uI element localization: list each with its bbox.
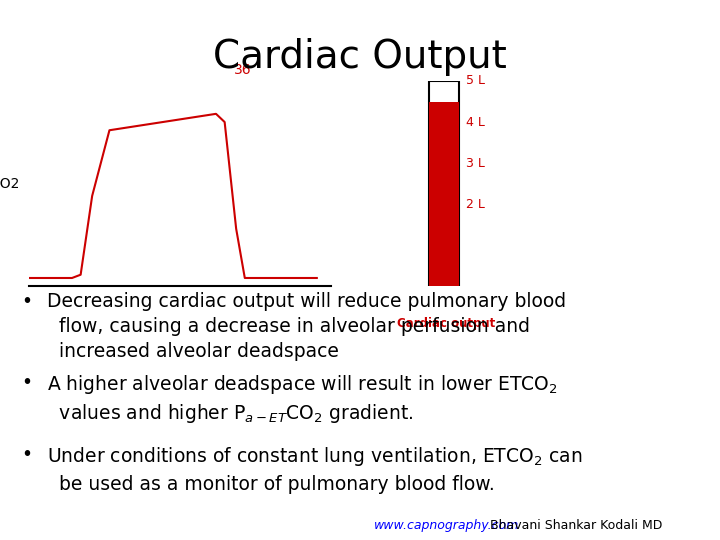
Text: 4 L: 4 L: [467, 116, 485, 129]
Text: 3 L: 3 L: [467, 157, 485, 170]
Text: Cardiac output: Cardiac output: [397, 317, 495, 330]
Bar: [429, 81, 459, 286]
Text: •: •: [22, 373, 32, 392]
Text: Under conditions of constant lung ventilation, ETCO$_2$ can
  be used as a monit: Under conditions of constant lung ventil…: [47, 446, 582, 494]
Text: Bhavani Shankar Kodali MD: Bhavani Shankar Kodali MD: [486, 519, 662, 532]
Text: Decreasing cardiac output will reduce pulmonary blood
  flow, causing a decrease: Decreasing cardiac output will reduce pu…: [47, 292, 566, 361]
Text: www.capnography.com: www.capnography.com: [374, 519, 520, 532]
Text: •: •: [22, 446, 32, 464]
Bar: [429, 102, 459, 286]
Text: Cardiac Output: Cardiac Output: [213, 38, 507, 76]
Text: 36: 36: [235, 63, 252, 77]
Text: •: •: [22, 292, 32, 310]
Text: 5 L: 5 L: [467, 75, 485, 87]
Text: 2 L: 2 L: [467, 198, 485, 211]
Text: CO2: CO2: [0, 177, 19, 191]
Text: A higher alveolar deadspace will result in lower ETCO$_2$
  values and higher P$: A higher alveolar deadspace will result …: [47, 373, 558, 426]
